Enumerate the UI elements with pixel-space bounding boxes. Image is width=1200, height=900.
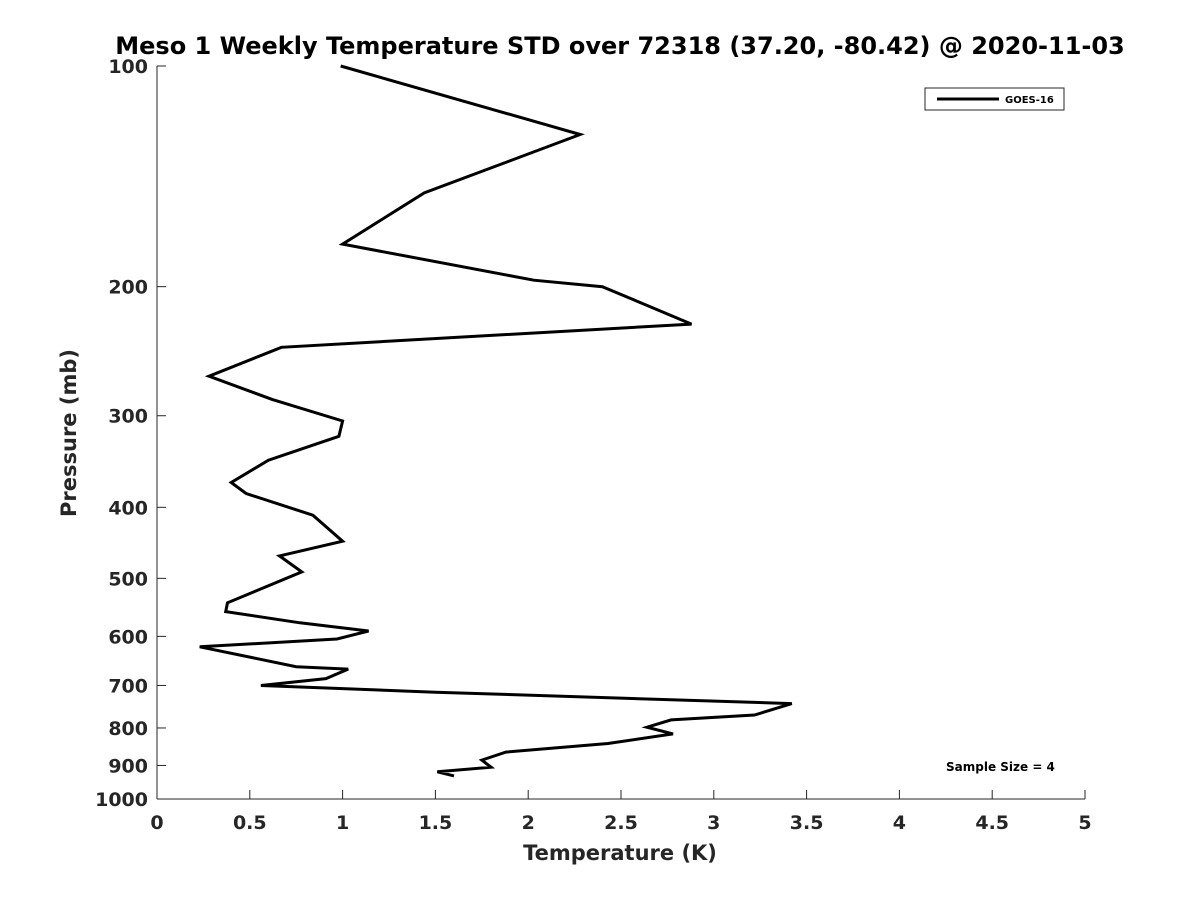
x-tick-label: 2.5 bbox=[604, 812, 638, 834]
y-tick-label: 600 bbox=[108, 626, 148, 648]
y-tick-label: 700 bbox=[108, 675, 148, 697]
x-axis-label: Temperature (K) bbox=[523, 841, 717, 865]
y-axis-label: Pressure (mb) bbox=[57, 349, 81, 517]
x-tick-label: 4.5 bbox=[975, 812, 1009, 834]
sample-size-annotation: Sample Size = 4 bbox=[946, 760, 1055, 774]
y-tick-label: 900 bbox=[108, 755, 148, 777]
x-tick-label: 3 bbox=[707, 812, 720, 834]
x-tick-label: 1 bbox=[336, 812, 349, 834]
x-tick-label: 0.5 bbox=[233, 812, 267, 834]
y-tick-label: 400 bbox=[108, 497, 148, 519]
y-tick-label: 1000 bbox=[95, 789, 148, 811]
legend-label-goes-16: GOES-16 bbox=[1005, 95, 1054, 106]
y-tick-label: 100 bbox=[108, 56, 148, 78]
x-axis-ticks: 0 0.5 1 1.5 2 2.5 3 3.5 4 4.5 5 bbox=[150, 790, 1092, 834]
chart-title: Meso 1 Weekly Temperature STD over 72318… bbox=[115, 32, 1125, 60]
y-tick-label: 500 bbox=[108, 568, 148, 590]
x-tick-label: 2 bbox=[522, 812, 535, 834]
legend: GOES-16 bbox=[924, 87, 1065, 111]
x-tick-label: 4 bbox=[893, 812, 906, 834]
y-axis-ticks: 100 200 300 400 500 600 700 800 900 1000 bbox=[95, 56, 166, 811]
x-tick-label: 3.5 bbox=[790, 812, 824, 834]
y-tick-label: 800 bbox=[108, 718, 148, 740]
y-tick-label: 300 bbox=[108, 406, 148, 428]
series-line-goes-16 bbox=[199, 64, 793, 778]
x-tick-label: 5 bbox=[1078, 812, 1091, 834]
x-tick-label: 0 bbox=[150, 812, 163, 834]
series-layer bbox=[199, 64, 793, 778]
x-tick-label: 1.5 bbox=[419, 812, 453, 834]
y-tick-label: 200 bbox=[108, 277, 148, 299]
